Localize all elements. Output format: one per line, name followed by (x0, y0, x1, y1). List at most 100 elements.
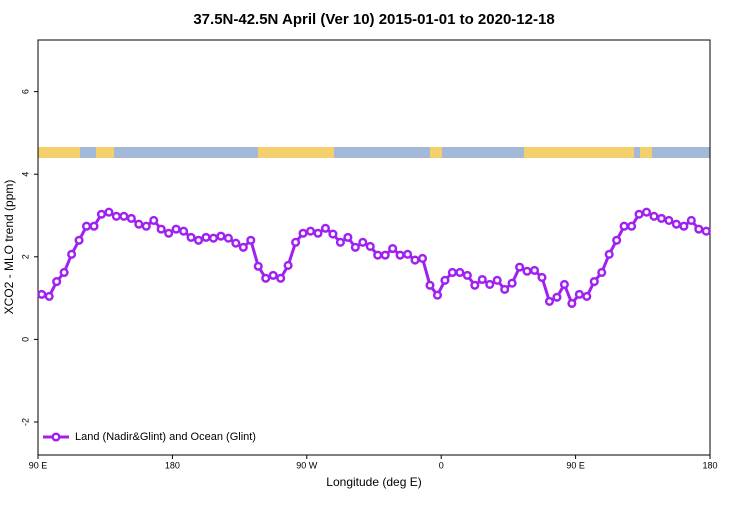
data-point (388, 243, 398, 254)
data-point (171, 224, 181, 234)
data-point (522, 266, 532, 276)
plot-frame (37, 39, 711, 456)
data-point (462, 270, 472, 280)
y-tick-label: 2 (20, 254, 30, 259)
data-point (619, 221, 629, 231)
data-point (52, 277, 62, 287)
data-point (552, 292, 562, 302)
data-point (380, 250, 390, 260)
data-point (492, 275, 502, 285)
y-tick-label: -2 (20, 418, 30, 426)
data-point (432, 290, 443, 300)
data-point (395, 250, 405, 260)
data-point (477, 274, 487, 285)
y-tick-label: 4 (20, 172, 30, 177)
data-point (470, 280, 480, 290)
ocean-strip (38, 147, 710, 158)
data-point (612, 235, 622, 245)
data-point (126, 213, 136, 223)
land-strip (430, 147, 442, 158)
data-point (201, 232, 211, 242)
data-point (701, 226, 711, 236)
data-point (559, 279, 569, 290)
land-strip (258, 147, 334, 158)
data-point (238, 242, 248, 252)
data-point (656, 213, 667, 223)
data-point (529, 265, 540, 275)
data-point (261, 273, 271, 283)
data-point (156, 224, 166, 234)
data-point (627, 221, 637, 231)
data-point (111, 211, 121, 221)
data-point (544, 296, 555, 306)
x-tick-label: 90 E (566, 460, 585, 470)
x-tick-label: 90 E (29, 460, 48, 470)
data-point (515, 262, 525, 272)
data-point (141, 221, 151, 231)
data-point (44, 291, 54, 301)
data-point (597, 267, 607, 278)
data-point (485, 279, 495, 290)
data-point (694, 224, 704, 234)
legend-marker (51, 432, 61, 442)
land-strip (96, 147, 114, 158)
land-strip (38, 147, 80, 158)
data-point (37, 289, 47, 299)
data-point (313, 228, 323, 238)
legend-label: Land (Nadir&Glint) and Ocean (Glint) (75, 431, 256, 443)
data-point (96, 209, 107, 219)
data-point (574, 289, 584, 299)
data-point (320, 223, 331, 233)
data-point (641, 207, 652, 217)
data-point (634, 209, 644, 219)
x-tick-label: 180 (702, 460, 717, 470)
land-strip (640, 147, 652, 158)
data-point (410, 255, 420, 265)
data-point (335, 237, 345, 247)
data-point (305, 226, 316, 236)
data-point (328, 229, 338, 239)
data-point (291, 237, 301, 247)
data-point (67, 249, 77, 259)
y-tick-label: 0 (20, 337, 30, 342)
data-point (500, 284, 510, 294)
data-point (119, 211, 129, 221)
data-point (425, 280, 435, 290)
x-axis-label: Longitude (deg E) (326, 475, 421, 489)
data-point (186, 232, 196, 242)
data-point (403, 249, 413, 259)
data-point (507, 278, 517, 288)
data-point (298, 228, 308, 238)
data-point (649, 211, 659, 221)
data-point (268, 270, 278, 280)
data-point (343, 232, 353, 242)
data-point (276, 273, 286, 283)
data-point (455, 267, 465, 278)
data-point (350, 242, 360, 252)
data-point (589, 277, 599, 287)
data-point (104, 207, 114, 217)
data-point (134, 219, 144, 229)
data-point (567, 298, 577, 309)
data-point (664, 215, 674, 226)
data-point (59, 267, 69, 278)
data-point (164, 228, 174, 238)
data-point (582, 291, 592, 301)
data-point (193, 235, 204, 245)
data-point (365, 241, 375, 252)
data-point (246, 235, 256, 245)
x-tick-label: 0 (439, 460, 444, 470)
map-strip (38, 147, 710, 158)
data-point (440, 275, 450, 285)
y-tick-label: 6 (20, 89, 30, 94)
data-point (179, 226, 189, 236)
data-point (686, 215, 696, 226)
data-point (417, 253, 428, 263)
data-point (253, 261, 263, 271)
data-point (447, 267, 457, 278)
x-tick-label: 180 (165, 460, 180, 470)
data-point (283, 260, 293, 271)
data-point (231, 238, 241, 248)
